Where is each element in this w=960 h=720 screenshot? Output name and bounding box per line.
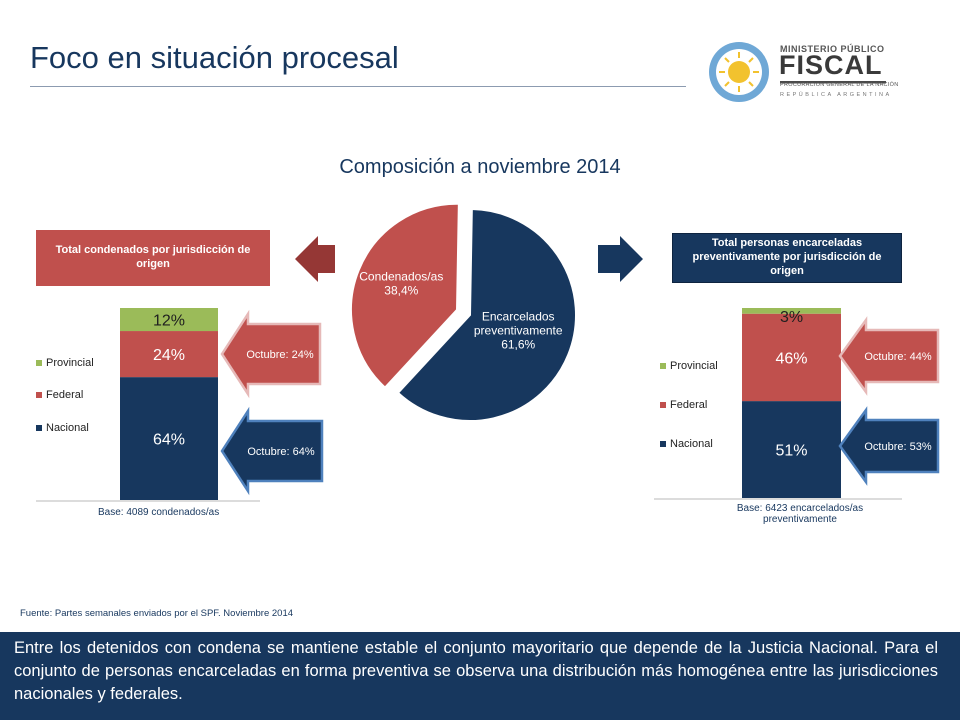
summary-text: Entre los detenidos con condena se manti… xyxy=(14,639,938,703)
source-note: Fuente: Partes semanales enviados por el… xyxy=(20,608,294,619)
left-data-label-nacional: 64% xyxy=(153,432,185,449)
logo-text-ministerio: MINISTERIO PÚBLICO xyxy=(780,44,885,54)
left-bar-provincial xyxy=(120,308,218,332)
left-legend-label-provincial: Provincial xyxy=(46,357,94,369)
right-bar-provincial xyxy=(742,308,841,314)
pie-chart-title: Composición a noviembre 2014 xyxy=(339,156,621,178)
right-data-label-nacional: 51% xyxy=(775,443,807,460)
right-nacional-callout-arrow-icon xyxy=(838,406,940,486)
left-chart-title-box: Total condenados por jurisdicción de ori… xyxy=(36,230,270,286)
charts-canvas: Encarcelados preventivamente 61,6% Condenad… xyxy=(36,202,940,502)
left-legend-label-federal: Federal xyxy=(46,389,83,401)
page-title: Foco en situación procesal xyxy=(30,40,399,75)
right-base-note: Base: 6423 encarcelados/as preventivamen… xyxy=(736,503,864,525)
title-divider xyxy=(30,86,686,87)
left-legend-swatch-federal xyxy=(36,392,42,398)
left-chart-legend: Provincial Federal Nacional xyxy=(36,357,94,434)
left-base-note: Base: 4089 condenados/as xyxy=(98,507,220,518)
right-nacional-callout-note: Octubre: 53% xyxy=(864,441,931,453)
left-federal-callout-arrow-icon xyxy=(220,309,322,399)
left-nacional-callout-note: Octubre: 64% xyxy=(247,446,314,458)
pie-slice-condenados xyxy=(350,202,460,390)
left-legend-label-nacional: Nacional xyxy=(46,422,89,434)
right-federal-callout-arrow-icon xyxy=(838,316,940,396)
arrow-right-icon xyxy=(598,236,643,282)
logo-text-fiscal: FISCAL xyxy=(779,50,883,80)
pie-slice-encarcelados xyxy=(396,207,577,422)
right-legend-label-provincial: Provincial xyxy=(670,360,718,372)
right-bar-nacional xyxy=(742,401,841,498)
left-data-label-provincial: 12% xyxy=(153,313,185,330)
ministerio-publico-fiscal-logo xyxy=(709,42,886,102)
pie-label-condenados: Condenados/as 38,4% xyxy=(359,270,443,298)
right-data-label-federal: 46% xyxy=(775,350,807,367)
pie-label-encarcelados: Encarcelados preventivamente 61,6% xyxy=(474,310,563,352)
left-bar-nacional xyxy=(120,377,218,500)
right-legend-swatch-provincial xyxy=(660,363,666,369)
right-legend-swatch-nacional xyxy=(660,441,666,447)
left-nacional-callout-arrow-icon xyxy=(220,406,324,496)
logo-text-republica: REPÚBLICA ARGENTINA xyxy=(780,92,892,98)
right-federal-callout-note: Octubre: 44% xyxy=(864,351,931,363)
left-legend-swatch-provincial xyxy=(36,360,42,366)
pie-chart xyxy=(350,202,577,422)
right-legend-label-nacional: Nacional xyxy=(670,438,713,450)
logo-underline xyxy=(780,81,886,84)
right-bar-federal xyxy=(742,313,841,402)
right-stacked-bar-chart: 51% 46% 3% xyxy=(742,308,841,498)
right-data-label-provincial: 3% xyxy=(780,309,803,326)
arrow-left-icon xyxy=(295,236,335,282)
right-chart-title-box: Total personas encarceladas preventivame… xyxy=(672,233,902,283)
right-chart-legend: Provincial Federal Nacional xyxy=(660,360,718,450)
right-legend-swatch-federal xyxy=(660,402,666,408)
left-legend-swatch-nacional xyxy=(36,425,42,431)
left-stacked-bar-chart: 64% 24% 12% xyxy=(120,308,218,500)
logo-text-procuracion: PROCURACIÓN GENERAL DE LA NACIÓN xyxy=(780,82,899,88)
left-federal-callout-note: Octubre: 24% xyxy=(246,349,313,361)
summary-band xyxy=(0,632,960,720)
right-legend-label-federal: Federal xyxy=(670,399,707,411)
left-data-label-federal: 24% xyxy=(153,347,185,364)
logo-sun xyxy=(728,61,750,83)
left-bar-federal xyxy=(120,331,218,378)
